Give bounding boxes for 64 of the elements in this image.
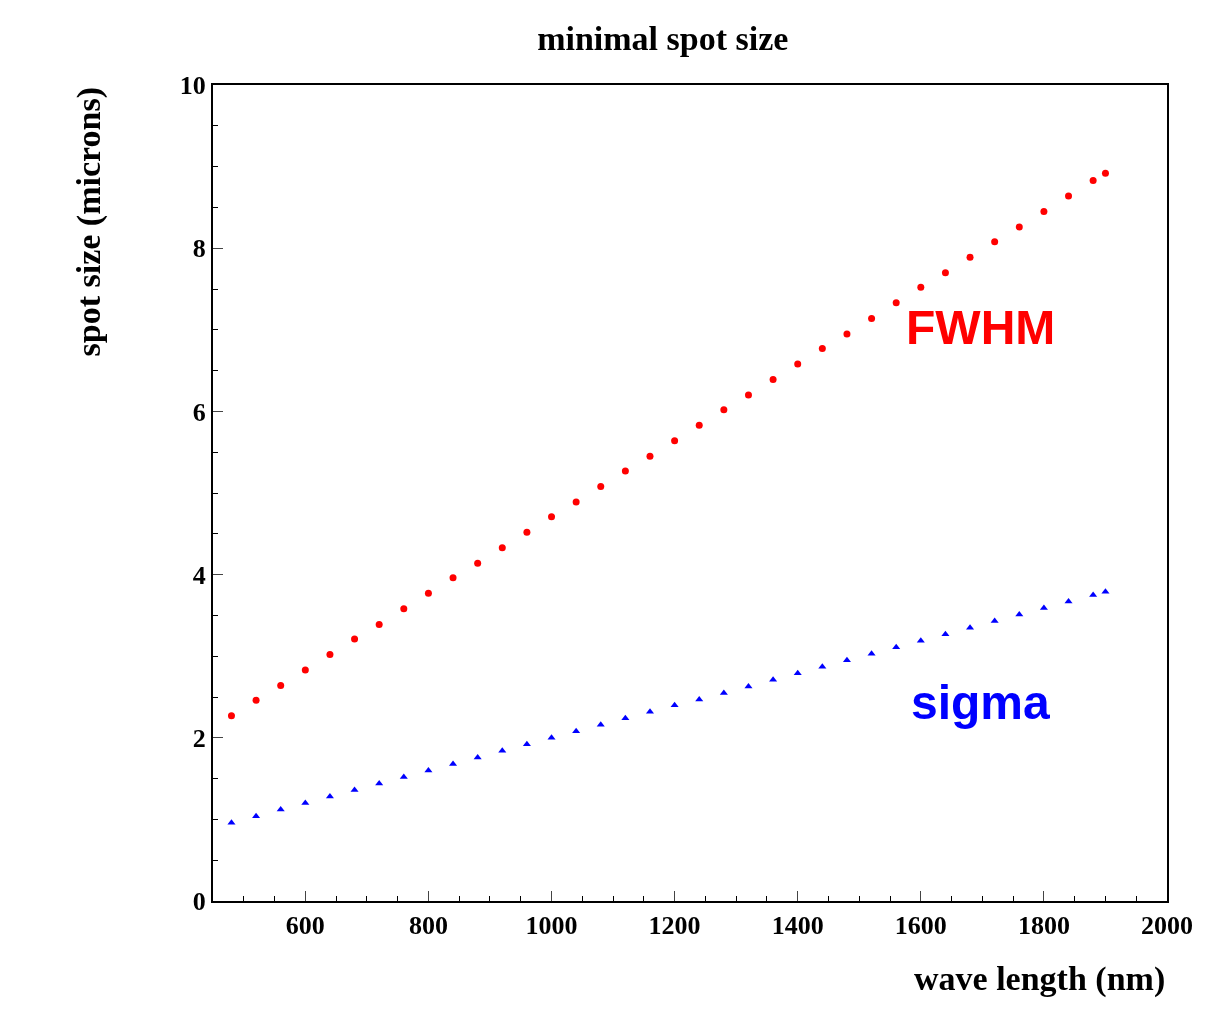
point	[646, 452, 654, 460]
x-tick-label: 1600	[894, 911, 947, 941]
point	[892, 299, 900, 307]
point	[966, 253, 974, 261]
point	[301, 666, 309, 674]
point	[695, 695, 704, 702]
point	[1101, 169, 1109, 177]
point	[351, 635, 359, 643]
point	[227, 712, 235, 720]
series-label: FWHM	[906, 301, 1056, 354]
x-axis-title: wave length (nm)	[914, 960, 1166, 998]
point	[473, 753, 482, 760]
point	[621, 467, 629, 475]
y-tick-label: 10	[179, 71, 206, 101]
x-tick-label: 1200	[648, 911, 701, 941]
y-tick-label: 6	[192, 397, 206, 427]
point	[1015, 223, 1023, 231]
point	[326, 651, 334, 659]
point	[400, 605, 408, 613]
point	[1065, 192, 1073, 200]
point	[818, 345, 826, 353]
point	[842, 656, 851, 663]
point	[522, 740, 531, 747]
point	[498, 544, 506, 552]
point	[917, 283, 925, 291]
point	[277, 682, 285, 690]
x-tick-label: 1400	[771, 911, 824, 941]
point	[794, 360, 802, 368]
chart-title: minimal spot size	[537, 19, 789, 57]
point	[474, 559, 482, 567]
point	[252, 696, 260, 704]
point	[1040, 207, 1048, 215]
point	[769, 376, 777, 384]
point	[572, 727, 581, 734]
point	[548, 513, 556, 521]
point	[843, 330, 851, 338]
point	[597, 482, 605, 490]
point	[793, 669, 802, 676]
series-label: sigma	[911, 676, 1051, 729]
point	[375, 620, 383, 628]
point	[695, 421, 703, 429]
y-tick-label: 8	[192, 234, 206, 264]
point	[572, 498, 580, 506]
y-tick-label: 4	[192, 560, 206, 590]
point	[941, 269, 949, 277]
point	[720, 406, 728, 414]
x-tick-label: 2000	[1141, 911, 1193, 941]
point	[744, 391, 752, 399]
point	[523, 528, 531, 536]
point	[868, 314, 876, 322]
x-tick-label: 1800	[1017, 911, 1070, 941]
point	[449, 574, 457, 582]
x-tick-label: 800	[408, 911, 448, 941]
point	[671, 437, 679, 445]
point	[1089, 176, 1097, 184]
point	[424, 766, 433, 773]
x-tick-label: 600	[285, 911, 325, 941]
y-axis-title: spot size (microns)	[70, 87, 109, 357]
y-tick-label: 2	[192, 723, 206, 753]
point	[991, 238, 999, 246]
point	[424, 589, 432, 597]
y-tick-label: 0	[192, 887, 206, 917]
point	[744, 682, 753, 689]
x-tick-label: 1000	[525, 911, 578, 941]
